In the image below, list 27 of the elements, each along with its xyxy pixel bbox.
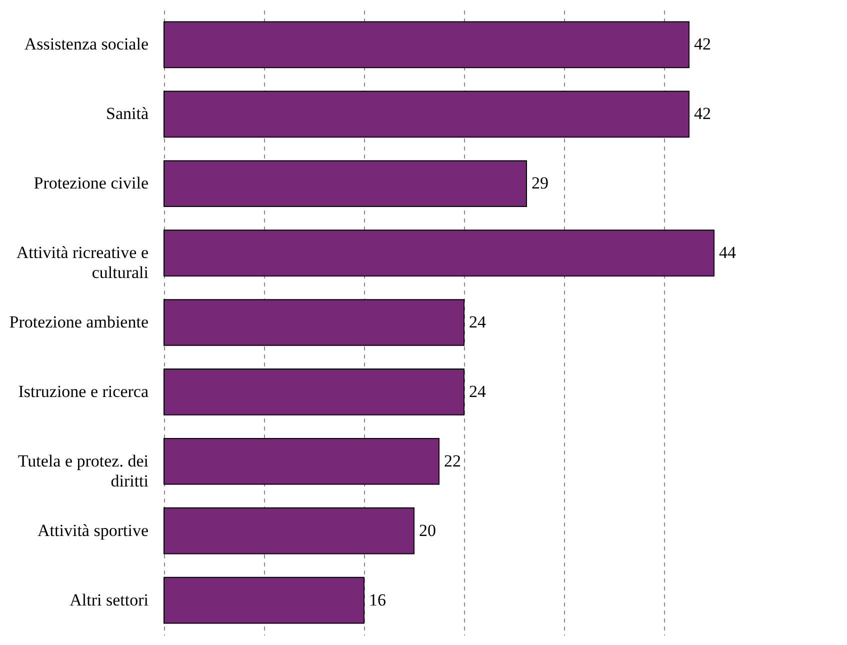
bar [164,507,414,554]
y-tick-label: Attività ricreative e culturali [16,243,149,282]
bar [164,576,364,624]
bar [164,160,527,208]
y-tick-label: Protezione civile [34,174,148,193]
data-label: 24 [469,312,486,332]
y-tick-label: Assistenza sociale [24,34,148,54]
bar [164,438,440,485]
y-tick-label: Protezione ambiente [9,312,148,332]
data-label: 42 [694,104,711,124]
bar [164,299,464,346]
bar [164,21,690,68]
bar [164,230,714,276]
y-tick-label: Attività sportive [38,520,148,540]
data-label: 29 [532,174,548,193]
y-tick-label: Tutela e protez. dei diritti [18,451,149,490]
data-label: 22 [444,451,461,470]
bar [164,368,464,416]
data-label: 42 [694,34,711,54]
y-tick-label: Istruzione e ricerca [18,382,149,401]
y-tick-label: Sanità [106,104,149,124]
bar [164,90,690,138]
data-label: 24 [469,382,486,401]
data-label: 44 [719,243,736,262]
data-label: 20 [419,520,436,540]
data-label: 16 [369,590,386,610]
y-tick-label: Altri settori [70,590,149,610]
